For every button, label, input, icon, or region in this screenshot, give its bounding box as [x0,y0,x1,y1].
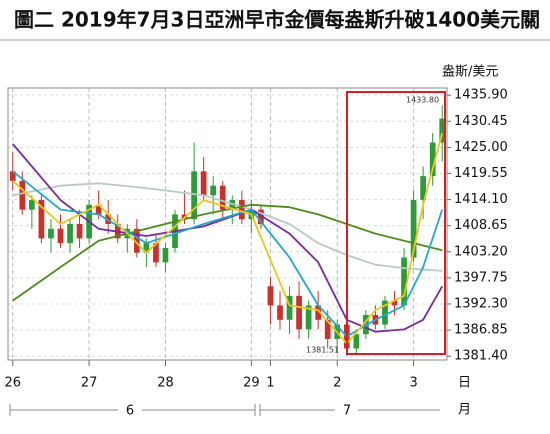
candle-body [76,224,83,239]
candle-body [229,200,236,210]
candle-body [382,300,388,325]
candle-body [324,319,331,339]
y-tick-label: 1408.65 [454,218,508,233]
x-tick-label: 1 [266,376,274,391]
y-axis-label: 盎斯/美元 [442,65,498,80]
y-tick-label: 1419.55 [454,166,508,181]
candle-body [143,243,150,253]
month-brackets [9,404,440,416]
month-label: 7 [343,404,351,419]
x-tick-label: 28 [157,376,174,391]
candle-body [19,180,26,210]
month-label: 6 [126,404,134,419]
candle-body [153,243,159,263]
candle-body [429,142,436,177]
candle-body [267,286,274,306]
title-bar [0,0,550,40]
candle-body [258,209,264,224]
candle-body [67,224,73,244]
candle-body [296,295,302,330]
candle-body [420,176,427,201]
candle-body [133,228,140,253]
y-tick-label: 1403.20 [454,244,508,259]
candle-body [439,118,446,143]
moving-average-line [12,203,443,302]
month-unit: 月 [458,403,471,418]
y-tick-label: 1381.40 [454,349,508,364]
candle-body [238,200,245,220]
candle-body [277,305,283,320]
candle-body [95,204,102,215]
x-tick-label: 3 [409,376,417,391]
candle-body [48,228,54,239]
x-tick-label: 26 [4,376,21,391]
y-tick-label: 1430.45 [454,114,508,129]
x-tick-label: 27 [81,376,98,391]
x-unit: 日 [458,376,471,391]
candle-body [305,305,312,330]
candle-body [28,200,35,210]
y-tick-label: 1425.00 [454,140,508,155]
x-tick-label: 29 [243,376,260,391]
candle-body [9,171,16,181]
highlight-box [346,91,446,355]
candle-body [219,185,226,210]
x-tick-label: 2 [333,376,341,391]
candle-body [57,228,64,244]
annotation: 1381.51 [306,346,339,355]
candle-body [286,295,293,320]
moving-average-line [12,170,444,338]
moving-average-line [12,143,443,333]
candle-body [353,334,360,349]
y-tick-label: 1435.90 [454,88,508,103]
candle-body [210,185,217,196]
candle-body [401,257,407,306]
candle-body [191,171,197,220]
y-tick-label: 1397.75 [454,270,508,285]
candle-body [38,200,45,239]
plot-frame [7,87,448,361]
moving-average-line [12,182,443,272]
moving-average-line [12,132,444,345]
candle-body [315,305,322,320]
candle-body [162,247,169,263]
candle-body [391,300,398,306]
y-tick-label: 1392.30 [454,296,508,311]
y-tick-label: 1386.85 [454,323,508,338]
candle-body [410,200,417,258]
chart-title: 圖二 2019年7月3日亞洲早市金價每盎斯升破1400美元關 [14,8,540,32]
annotation: 1433.80 [406,96,439,105]
y-tick-label: 1414.10 [454,192,508,207]
candle-body [200,171,207,196]
